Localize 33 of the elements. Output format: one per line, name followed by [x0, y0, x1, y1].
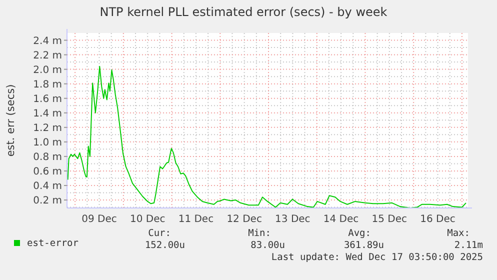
x-tick-label: 14 Dec — [323, 214, 359, 225]
chart-title: NTP kernel PLL estimated error (secs) - by week — [100, 5, 388, 19]
text: 2.11m — [454, 240, 484, 251]
x-tick-label: 15 Dec — [372, 214, 408, 225]
text: Avg: — [348, 228, 371, 239]
text: Cur: — [148, 228, 171, 239]
x-tick-label: 16 Dec — [420, 214, 456, 225]
y-tick-label: 1.2 m — [33, 122, 62, 134]
y-tick-label: 2.0 m — [33, 64, 62, 76]
text: Min: — [248, 228, 271, 239]
y-axis-title: est. err (secs) — [5, 84, 17, 157]
text: 361.89u — [344, 240, 384, 251]
x-tick-label: 12 Dec — [226, 214, 262, 225]
y-tick-label: 0.8 m — [33, 152, 62, 163]
text: 83.00u — [250, 240, 285, 251]
line-series — [67, 66, 466, 208]
y-tick-label: 1.4 m — [33, 108, 62, 120]
x-tick-label: 13 Dec — [275, 214, 310, 225]
x-tick-label: 10 Dec — [130, 214, 166, 225]
y-tick-label: 0.4 m — [33, 180, 62, 192]
y-tick-label: 1.6 m — [33, 94, 62, 105]
text: Max: — [447, 228, 470, 239]
y-tick-label: 2.2 m — [33, 50, 62, 62]
x-tick-label: 11 Dec — [178, 214, 214, 225]
x-tick-label: 09 Dec — [82, 214, 117, 225]
y-tick-label: 1.0 m — [33, 137, 62, 148]
y-tick-label: 0.2 m — [33, 196, 62, 207]
text: Last update: Wed Dec 17 03:50:00 2025 — [271, 252, 483, 263]
y-tick-label: 0.6 m — [33, 166, 62, 178]
y-tick-label: 1.8 m — [33, 79, 62, 90]
legend-label: est-error — [27, 238, 79, 249]
y-tick-label: 2.4 m — [33, 36, 62, 47]
text: 152.00u — [144, 240, 185, 251]
